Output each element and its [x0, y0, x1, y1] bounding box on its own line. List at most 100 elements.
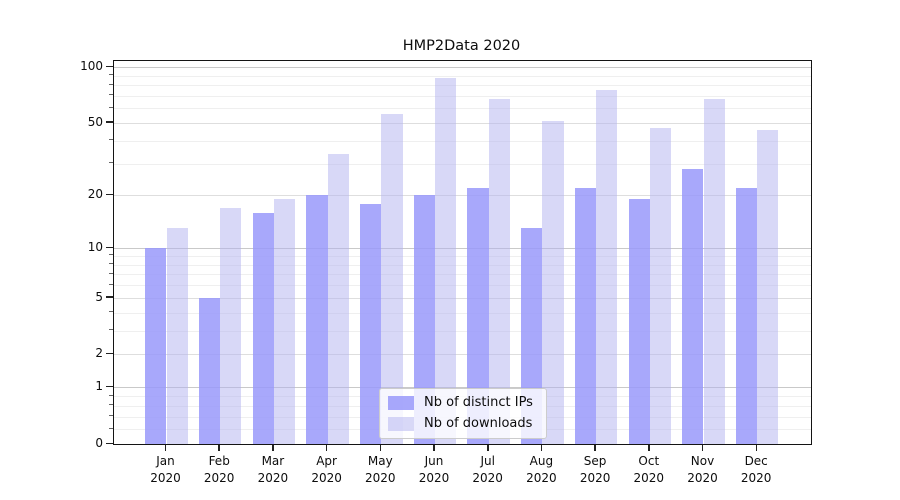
y-minor-tick-mark — [109, 94, 113, 96]
x-tick-label: Aug 2020 — [509, 453, 573, 486]
x-tick-mark — [272, 444, 274, 451]
minor-gridline — [114, 255, 811, 257]
minor-gridline — [114, 312, 811, 314]
bar-distinct-ips-may — [360, 203, 382, 444]
y-minor-tick-mark — [109, 254, 113, 256]
y-tick-mark — [106, 65, 113, 67]
x-tick-month: Oct — [638, 454, 660, 468]
x-tick-mark — [164, 444, 167, 451]
y-tick-label: 0 — [95, 436, 103, 450]
y-tick-mark — [106, 121, 113, 123]
y-minor-tick-mark — [109, 106, 113, 108]
chart-title: HMP2Data 2020 — [402, 38, 521, 54]
plot-area: Nb of distinct IPs Nb of downloads — [113, 60, 812, 445]
bars-layer — [114, 61, 811, 444]
x-tick-label: May 2020 — [348, 453, 412, 486]
gridline — [114, 297, 811, 299]
y-tick-label: 5 — [95, 289, 103, 304]
bar-downloads-feb — [220, 207, 242, 444]
x-tick-mark — [594, 444, 596, 451]
x-tick-label: Jul 2020 — [456, 453, 520, 486]
x-tick-year: 2020 — [740, 470, 772, 485]
gridline — [114, 122, 811, 124]
minor-gridline — [114, 285, 811, 286]
x-tick-label: Nov 2020 — [671, 453, 735, 486]
y-tick-mark — [106, 296, 113, 298]
bar-downloads-nov — [703, 99, 725, 444]
bar-distinct-ips-jul — [467, 187, 489, 444]
x-tick-year: 2020 — [579, 470, 611, 485]
x-tick-month: Apr — [316, 454, 337, 468]
y-minor-tick-mark — [109, 404, 113, 406]
minor-gridline — [114, 330, 811, 332]
minor-gridline — [114, 264, 811, 266]
major-gridline — [114, 387, 811, 389]
legend-label-downloads: Nb of downloads — [424, 416, 533, 431]
y-tick-mark — [106, 385, 113, 388]
major-gridline — [114, 248, 811, 250]
y-tick-label: 100 — [80, 59, 103, 73]
bar-distinct-ips-apr — [306, 195, 328, 444]
x-tick-year: 2020 — [418, 470, 450, 485]
y-minor-tick-mark — [109, 394, 113, 396]
minor-gridline — [114, 140, 811, 142]
y-minor-tick-mark — [109, 311, 113, 312]
x-tick-label: Feb 2020 — [187, 453, 251, 486]
y-tick-mark — [106, 442, 113, 444]
y-tick-mark — [106, 352, 113, 355]
bar-downloads-aug — [542, 121, 564, 444]
bar-distinct-ips-nov — [682, 168, 704, 444]
legend-swatch-distinct-ips — [388, 396, 414, 410]
bar-downloads-jun — [435, 78, 457, 444]
bar-distinct-ips-feb — [198, 297, 221, 444]
y-tick-label: 20 — [87, 187, 103, 202]
gridline — [114, 354, 811, 356]
minor-gridline — [114, 75, 811, 77]
x-tick-month: Mar — [261, 454, 285, 468]
minor-gridline — [114, 274, 811, 276]
y-minor-tick-mark — [109, 427, 113, 429]
x-tick-year: 2020 — [257, 470, 289, 485]
minor-gridline — [114, 163, 811, 165]
x-tick-mark — [433, 444, 435, 451]
minor-gridline — [114, 85, 811, 86]
y-tick-label: 50 — [87, 114, 103, 129]
y-minor-tick-mark — [109, 83, 113, 85]
x-tick-month: Jun — [424, 454, 444, 468]
y-tick-label: 2 — [95, 346, 103, 361]
x-tick-year: 2020 — [311, 470, 342, 485]
x-tick-year: 2020 — [633, 470, 665, 485]
x-tick-month: May — [367, 454, 393, 468]
bar-downloads-mar — [273, 199, 296, 444]
x-tick-mark — [487, 444, 489, 451]
x-tick-label: Apr 2020 — [295, 453, 359, 486]
x-tick-mark — [379, 444, 382, 451]
bar-downloads-jan — [166, 228, 188, 444]
x-tick-month: Jul — [480, 454, 495, 468]
y-minor-tick-mark — [109, 139, 113, 141]
legend-row-downloads: Nb of downloads — [388, 416, 533, 432]
x-tick-mark — [755, 444, 757, 451]
x-tick-year: 2020 — [687, 470, 718, 485]
x-tick-month: Dec — [744, 454, 768, 468]
legend: Nb of distinct IPs Nb of downloads — [379, 388, 547, 439]
bar-distinct-ips-dec — [735, 187, 758, 444]
major-gridline — [114, 67, 811, 68]
x-tick-mark — [325, 444, 328, 451]
bar-downloads-dec — [757, 129, 779, 444]
bar-downloads-jul — [488, 99, 510, 444]
bar-downloads-apr — [327, 153, 349, 444]
x-tick-month: Sep — [583, 454, 607, 468]
legend-label-distinct-ips: Nb of distinct IPs — [424, 395, 533, 410]
bar-downloads-oct — [649, 127, 672, 444]
x-tick-mark — [540, 444, 543, 451]
bar-distinct-ips-oct — [628, 199, 650, 444]
x-tick-month: Nov — [690, 454, 715, 468]
x-tick-mark — [218, 444, 220, 451]
y-minor-tick-mark — [109, 283, 113, 285]
x-tick-label: Sep 2020 — [563, 453, 627, 486]
x-tick-label: Jun 2020 — [402, 453, 466, 486]
bar-distinct-ips-jun — [413, 195, 435, 444]
y-minor-tick-mark — [109, 74, 113, 75]
